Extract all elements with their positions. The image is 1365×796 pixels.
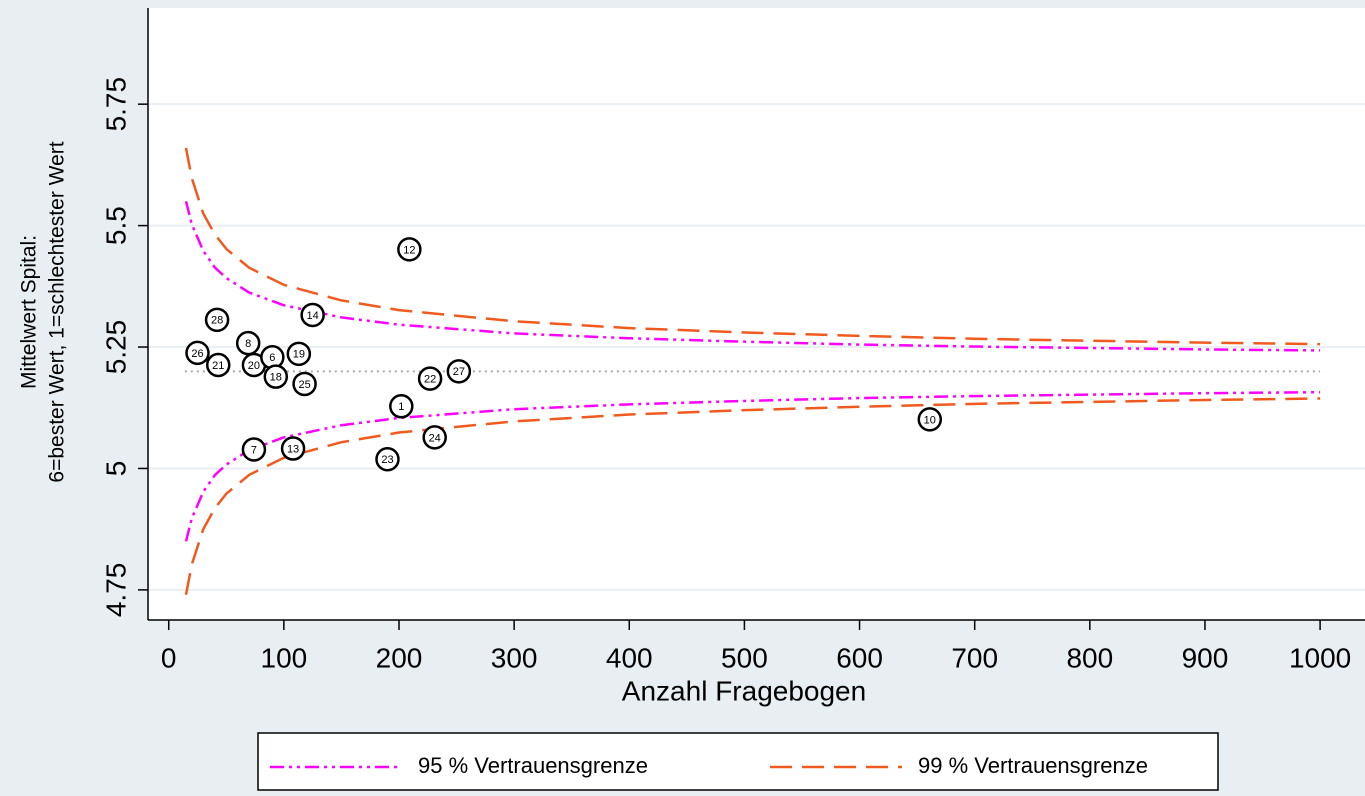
point [185, 340, 210, 366]
confidence-limit [184, 147, 1321, 346]
x-tick-label: 600 [836, 642, 883, 673]
plot-area [148, 8, 1365, 620]
point [917, 407, 943, 432]
y-tick-label: 5.25 [100, 320, 131, 375]
point-label: 10 [924, 414, 936, 426]
point-label: 27 [453, 366, 465, 378]
y-axis-title: Mittelwert Spital: [18, 235, 41, 389]
point-label: 20 [248, 360, 260, 372]
x-tick-label: 100 [261, 642, 308, 673]
point-label: 26 [191, 348, 203, 360]
x-tick-label: 0 [161, 642, 177, 673]
x-tick-label: 800 [1066, 642, 1113, 673]
point-label: 8 [245, 338, 251, 350]
confidence-limit [184, 201, 1321, 352]
point-label: 12 [403, 244, 415, 256]
x-tick-label: 300 [491, 642, 538, 673]
point [280, 436, 306, 461]
point [292, 371, 317, 397]
point [205, 352, 231, 378]
legend-label: 99 % Vertrauensgrenze [918, 753, 1148, 778]
point-label: 23 [381, 454, 393, 466]
point-label: 18 [270, 372, 282, 384]
point-label: 24 [429, 432, 441, 444]
x-tick-label: 200 [376, 642, 423, 673]
point-label: 13 [287, 443, 299, 455]
point-label: 19 [293, 349, 305, 361]
y-tick-label: 5.5 [100, 206, 131, 245]
y-axis-title: 6=bester Wert, 1=schlechtester Wert [46, 141, 69, 482]
point [204, 307, 230, 333]
x-tick-label: 500 [721, 642, 768, 673]
x-tick-label: 900 [1182, 642, 1229, 673]
point [263, 364, 289, 389]
x-axis-title: Anzahl Fragebogen [622, 675, 866, 706]
point-label: 1 [398, 401, 404, 413]
point-label: 25 [298, 379, 310, 391]
y-tick-label: 4.75 [100, 563, 131, 618]
x-tick-label: 400 [606, 642, 653, 673]
x-tick-label: 1000 [1289, 642, 1351, 673]
x-tick-label: 700 [951, 642, 998, 673]
confidence-limit [184, 397, 1321, 595]
point [300, 302, 325, 328]
point [241, 437, 267, 462]
legend [257, 732, 1219, 791]
legend-label: 95 % Vertrauensgrenze [418, 753, 648, 778]
point-label: 28 [211, 315, 223, 327]
point [397, 237, 422, 262]
point-label: 7 [251, 444, 257, 456]
point [235, 330, 261, 356]
point [422, 425, 447, 450]
point-label: 14 [307, 310, 319, 322]
y-tick-label: 5 [100, 461, 131, 477]
point [375, 446, 400, 472]
point [417, 366, 443, 391]
point [446, 359, 472, 384]
point-label: 6 [269, 352, 275, 364]
point-label: 22 [424, 374, 436, 386]
point [389, 394, 414, 419]
confidence-limit [184, 390, 1321, 542]
y-tick-label: 5.75 [100, 77, 131, 131]
point-label: 21 [212, 360, 224, 372]
point [286, 341, 312, 367]
